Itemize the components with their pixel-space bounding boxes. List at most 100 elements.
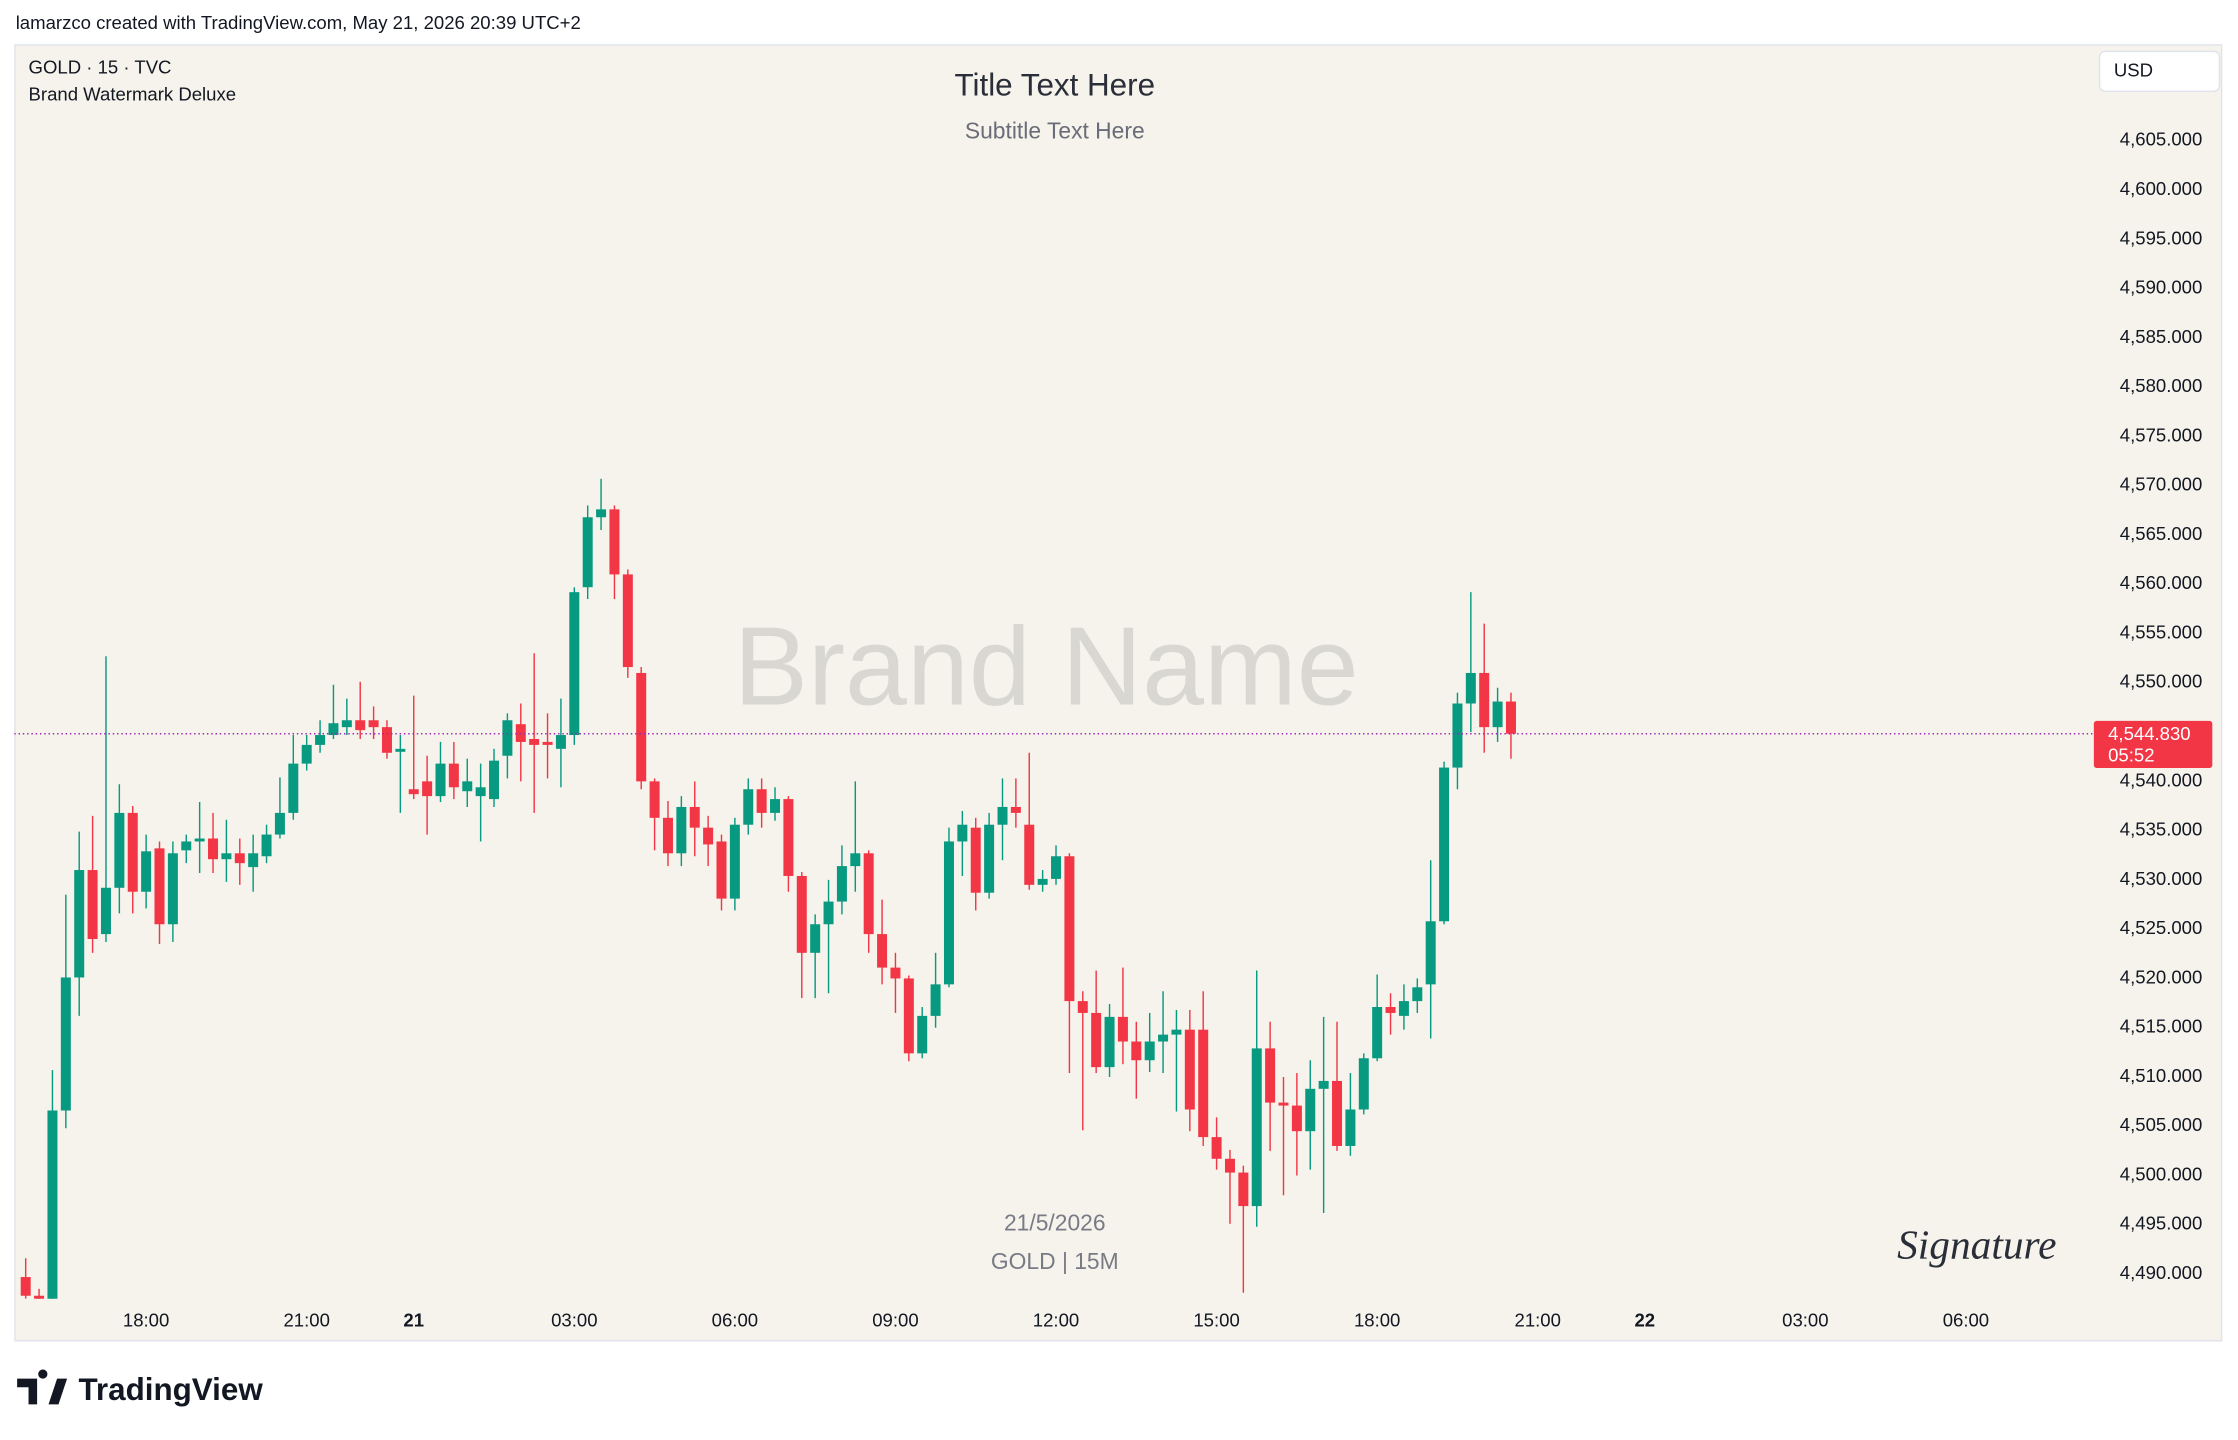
candle-body [582,517,593,588]
candle-body [917,1015,928,1054]
y-tick-label: 4,600.000 [2120,178,2203,199]
candle-body [1425,921,1436,985]
candle-body [234,853,245,864]
candle-body [1412,987,1423,1002]
candle-body [596,509,607,518]
candle-body [448,763,459,788]
candle-body [569,592,580,736]
y-tick-label: 4,535.000 [2120,819,2203,840]
candle-body [301,744,312,764]
candle-body [1385,1007,1396,1013]
y-tick-label: 4,510.000 [2120,1065,2203,1086]
y-tick-label: 4,500.000 [2120,1163,2203,1184]
y-tick-label: 4,585.000 [2120,326,2203,347]
y-tick-label: 4,570.000 [2120,474,2203,495]
candle-body [181,841,192,851]
credit: lamarzco created with TradingView.com, M… [16,12,581,33]
candle-body [288,763,299,813]
candle-body [1345,1109,1356,1146]
candle-body [261,834,272,857]
candle-body [850,853,861,867]
y-tick-label: 4,530.000 [2120,868,2203,889]
candle-body [1238,1172,1249,1207]
candle-body [1291,1105,1302,1132]
candle-body [435,763,446,797]
candle-body [87,870,98,940]
y-tick-label: 4,555.000 [2120,621,2203,642]
plot-area [14,478,2093,1299]
candle-body [783,799,794,876]
currency-label[interactable]: USD [2114,59,2153,80]
candle-body [1465,672,1476,704]
y-tick-label: 4,520.000 [2120,966,2203,987]
candle-body [20,1277,31,1296]
candle-body [1144,1041,1155,1061]
candle-body [408,789,419,795]
candle-body [555,735,566,749]
candle-body [810,924,821,953]
candle-body [1024,824,1035,885]
indicator-legend: Brand Watermark Deluxe [29,84,237,105]
candle-body [823,901,834,925]
candle-body [1184,1029,1195,1110]
candle-body [1211,1137,1222,1159]
candle-body [114,812,125,888]
y-tick-label: 4,540.000 [2120,769,2203,790]
candle-body [970,827,981,893]
candle-body [208,838,219,860]
candle-body [248,853,259,868]
candle-body [1051,856,1062,879]
x-tick-label: 21:00 [1515,1309,1561,1330]
countdown: 05:52 [2108,744,2154,765]
candle-body [1224,1158,1235,1173]
candle-body [770,799,781,813]
candle-body [609,509,620,575]
x-tick-label: 18:00 [123,1309,169,1330]
candle-body [1171,1029,1182,1035]
candle-body [1278,1102,1289,1106]
candle-body [167,853,178,925]
candle-body [743,789,754,825]
candle-body [1372,1007,1383,1059]
candle-body [502,720,513,756]
logo-icon [17,1369,68,1405]
candle-body [689,806,700,828]
candle-body [462,781,473,792]
candle-body [836,866,847,902]
candle-body [662,817,673,854]
candle-body [100,887,111,935]
y-tick-label: 4,595.000 [2120,227,2203,248]
x-tick-label: 09:00 [872,1309,918,1330]
candle-body [863,853,874,935]
candle-body [1452,703,1463,768]
candle-body [1505,701,1516,734]
x-tick-label: 21:00 [283,1309,329,1330]
candle-body [341,720,352,728]
candle-body [676,806,687,854]
candle-body [877,934,888,968]
candle-body [47,1110,58,1299]
x-tick-label: 03:00 [1782,1309,1828,1330]
candle-body [1198,1029,1209,1138]
candle-body [622,574,633,668]
candle-body [1332,1080,1343,1146]
candle-body [1439,767,1450,922]
currency-button[interactable] [2098,50,2221,93]
y-tick-label: 4,580.000 [2120,375,2203,396]
candle-body [943,841,954,985]
candle-body [649,781,660,818]
candle-body [1104,1016,1115,1068]
candle-body [903,978,914,1054]
candle-body [1358,1058,1369,1110]
candle-body [529,738,540,745]
x-tick-label: 18:00 [1354,1309,1400,1330]
candle-body [475,787,486,797]
candle-body [636,672,647,782]
candle-body [368,720,379,728]
candle-body [796,875,807,953]
candle-body [34,1295,45,1299]
candle-body [127,812,138,892]
x-tick-label: 22 [1634,1309,1655,1330]
